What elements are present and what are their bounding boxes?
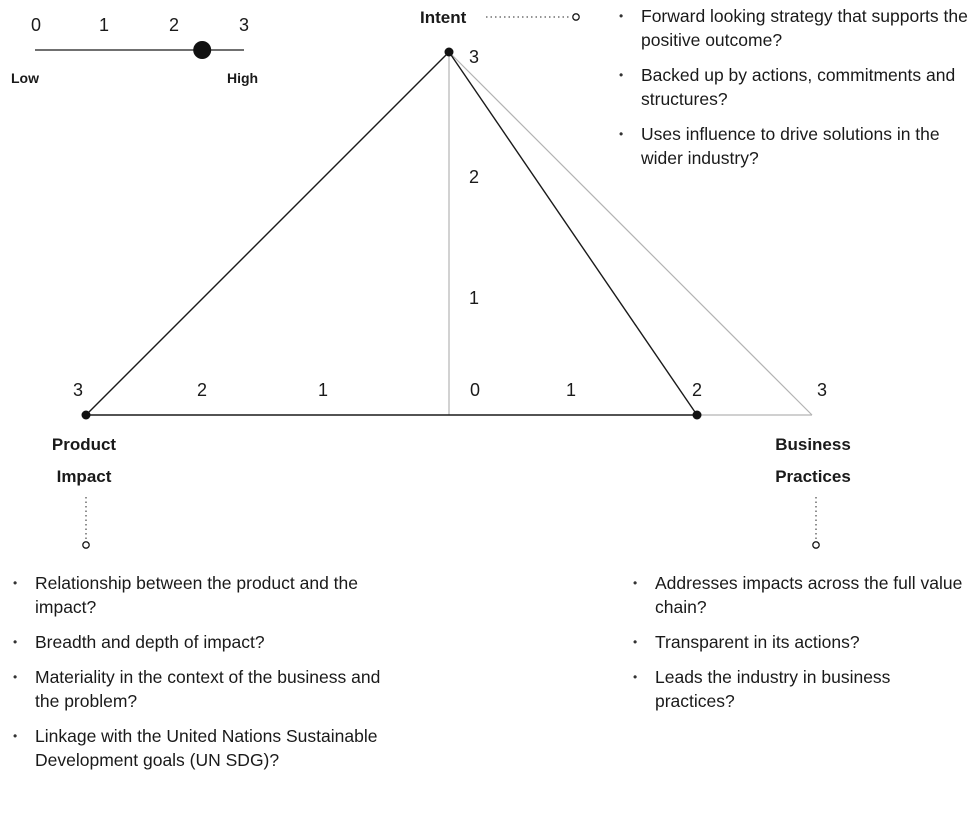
intent-criteria-list: Forward looking strategy that supports t… [617,4,972,181]
product-impact-criterion: Relationship between the product and the… [11,571,391,619]
product-tick-2: 2 [197,380,207,400]
product-impact-score-dot [81,410,91,420]
business-tick-2: 2 [692,380,702,400]
product-intent-edge [85,51,450,416]
product-impact-leader-end [82,541,90,549]
scale-marker [193,41,212,59]
scale-number-1: 1 [99,15,109,35]
scale-low-label: Low [11,70,39,86]
product-impact-criterion: Breadth and depth of impact? [11,630,391,654]
max-business-edge [448,51,813,416]
intent-score-dot [444,47,454,57]
intent-label: Intent [420,8,467,27]
intent-tick-1: 1 [469,288,479,308]
scale-number-2: 2 [169,15,179,35]
business-practices-criterion: Leads the industry in business practices… [631,665,971,713]
intent-criterion: Uses influence to drive solutions in the… [617,122,972,170]
business-tick-1: 1 [566,380,576,400]
intent-criterion: Backed up by actions, commitments and st… [617,63,972,111]
intent-business-edge [448,51,698,416]
product-impact-criterion: Materiality in the context of the busine… [11,665,391,713]
score-triangle [81,47,702,420]
intent-tick-3: 3 [469,47,479,67]
scale-legend: 0 1 2 3 Low High [11,15,258,86]
business-practices-label-line-1: Business [775,435,851,454]
product-tick-1: 1 [318,380,328,400]
tick-labels: 3 2 1 3 2 1 0 1 2 3 [73,47,827,400]
product-impact-criterion: Linkage with the United Nations Sustaina… [11,724,391,772]
intent-tick-2: 2 [469,167,479,187]
business-practices-criterion: Transparent in its actions? [631,630,971,654]
scale-high-label: High [227,70,258,86]
product-tick-3: 3 [73,380,83,400]
product-impact-label-line-1: Product [52,435,117,454]
business-practices-label-line-2: Practices [775,467,851,486]
scale-number-0: 0 [31,15,41,35]
product-impact-criteria-list: Relationship between the product and the… [11,571,391,783]
product-impact-label-line-2: Impact [57,467,112,486]
intent-criterion: Forward looking strategy that supports t… [617,4,972,52]
reference-lines [448,51,813,416]
business-practices-criterion: Addresses impacts across the full value … [631,571,971,619]
business-tick-3: 3 [817,380,827,400]
axis-names: Intent Product Impact Business Practices [52,8,851,486]
leader-connectors [82,13,820,549]
business-practices-criteria-list: Addresses impacts across the full value … [631,571,971,724]
scale-number-3: 3 [239,15,249,35]
business-practices-score-dot [692,410,702,420]
business-practices-leader-end [812,541,820,549]
intent-leader-end [572,13,580,21]
origin-tick-0: 0 [470,380,480,400]
